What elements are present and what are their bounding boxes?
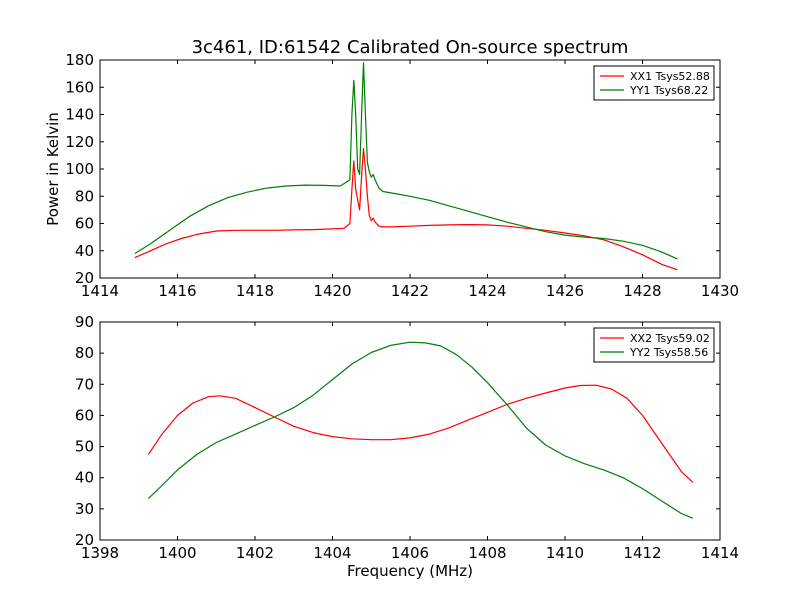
x-axis-label: Frequency (MHz): [347, 562, 473, 580]
x-tick-label: 1412: [623, 544, 661, 562]
legend-label: YY1 Tsys68.22: [629, 84, 708, 97]
y-tick-label: 80: [75, 187, 94, 205]
legend-label: XX2 Tsys59.02: [630, 332, 710, 345]
x-tick-label: 1400: [158, 544, 196, 562]
legend-box: [593, 327, 715, 363]
y-tick-label: 60: [75, 406, 94, 424]
y-tick-label: 20: [75, 531, 94, 549]
y-tick-label: 120: [65, 133, 94, 151]
x-tick-label: 1408: [468, 544, 506, 562]
x-tick-label: 1414: [81, 282, 119, 300]
legend-label: YY2 Tsys58.56: [629, 346, 708, 359]
x-tick-label: 1414: [701, 544, 739, 562]
x-tick-label: 1416: [158, 282, 196, 300]
x-tick-label: 1426: [546, 282, 584, 300]
subplot-2: 1398 1400 1402 1404 1406 1408 1410 1412 1414 20 30…: [75, 313, 739, 580]
y-tick-label: 140: [65, 106, 94, 124]
series-line-1-2: [134, 62, 678, 260]
x-tick-label: 1430: [701, 282, 739, 300]
y-tick-label: 160: [65, 78, 94, 96]
x-tick-label: 1398: [81, 544, 119, 562]
x-tick-label: 1428: [623, 282, 661, 300]
legend-box: [593, 65, 715, 101]
x-tick-label: 1420: [313, 282, 351, 300]
plots-group: 1414 1416 1418 1420 1422 1424 1426 1428 1430 20 40…: [44, 51, 739, 580]
y-tick-label: 70: [75, 375, 94, 393]
x-tick-label: 1422: [391, 282, 429, 300]
y-tick-label: 40: [75, 242, 94, 260]
y-tick-label: 180: [65, 51, 94, 69]
x-tick-label: 1402: [236, 544, 274, 562]
subplot-1: 1414 1416 1418 1420 1422 1424 1426 1428 1430 20 40…: [44, 51, 739, 300]
series-line-1-1: [134, 148, 678, 271]
y-tick-label: 40: [75, 469, 94, 487]
x-tick-label: 1424: [468, 282, 506, 300]
x-tick-label: 1406: [391, 544, 429, 562]
y-tick-label: 80: [75, 344, 94, 362]
figure-title: 3c461, ID:61542 Calibrated On-source spe…: [192, 37, 629, 58]
x-tick-label: 1404: [313, 544, 351, 562]
series-line-2-1: [147, 384, 694, 483]
y-tick-label: 50: [75, 438, 94, 456]
y-tick-label: 100: [65, 160, 94, 178]
y-tick-label: 90: [75, 313, 94, 331]
x-tick-label: 1410: [546, 544, 584, 562]
y-axis-label: Power in Kelvin: [44, 112, 62, 226]
legend-label: XX1 Tsys52.88: [630, 70, 710, 83]
x-tick-label: 1418: [236, 282, 274, 300]
y-tick-label: 60: [75, 215, 94, 233]
series-line-2-2: [147, 341, 694, 519]
y-tick-label: 30: [75, 500, 94, 518]
y-tick-label: 20: [75, 269, 94, 287]
